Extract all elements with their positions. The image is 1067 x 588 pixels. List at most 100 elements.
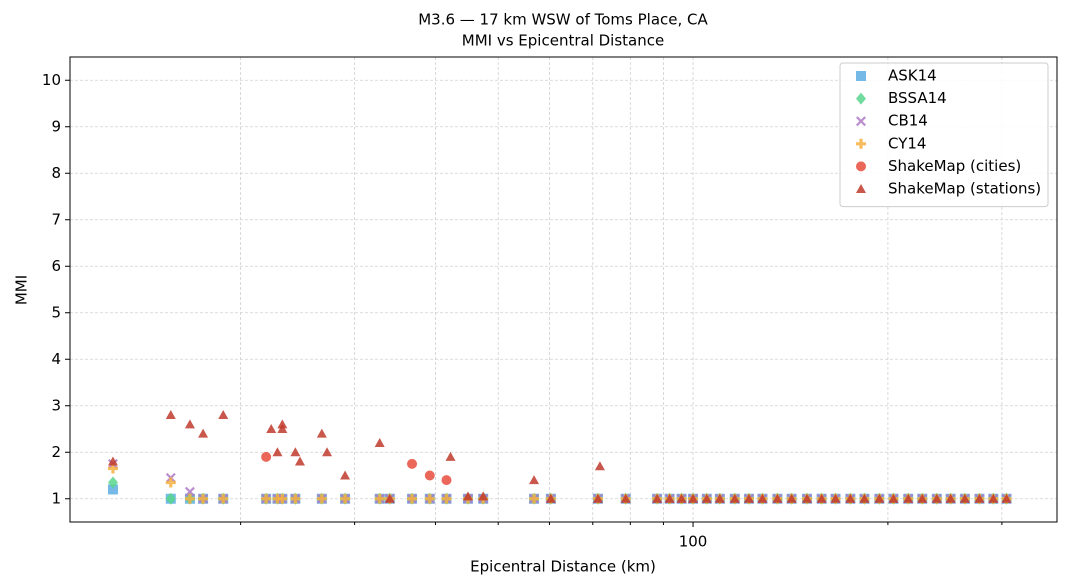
point [322, 447, 333, 457]
point [218, 493, 229, 504]
legend-marker [856, 161, 866, 172]
point [261, 451, 272, 462]
legend-marker [856, 71, 866, 81]
point [107, 484, 118, 495]
point [931, 493, 942, 503]
point [374, 493, 385, 504]
point [165, 477, 176, 488]
point [184, 419, 195, 429]
legend: ASK14 BSSA14 CB14 CY14 ShakeMap (cities) Shak… [839, 62, 1049, 208]
y-axis-label: MMI [13, 275, 31, 305]
point [441, 475, 452, 486]
y-tick-label: 2 [51, 443, 61, 461]
point [652, 493, 663, 503]
point [888, 493, 899, 503]
point [743, 493, 754, 503]
point [290, 447, 301, 457]
point [594, 461, 605, 471]
point [340, 470, 351, 480]
point [959, 493, 970, 503]
point [478, 491, 489, 501]
point [445, 451, 456, 461]
legend-label: BSSA14 [888, 89, 947, 107]
point [529, 475, 540, 485]
point [407, 493, 418, 504]
point [845, 493, 856, 503]
point [830, 493, 841, 503]
plot-frame [69, 56, 1058, 523]
point [272, 447, 283, 457]
point [165, 492, 176, 505]
point [218, 410, 229, 420]
point [786, 493, 797, 503]
legend-box [839, 62, 1049, 208]
point [277, 419, 288, 429]
point [198, 493, 209, 504]
point [988, 493, 999, 503]
x-axis-label: Epicentral Distance (km) [470, 558, 656, 576]
y-tick-label: 8 [51, 164, 61, 182]
y-tick-label: 7 [51, 210, 61, 228]
chart-subtitle: MMI vs Epicentral Distance [462, 32, 664, 50]
point [772, 493, 783, 503]
y-tick-label: 9 [51, 117, 61, 135]
point [407, 458, 418, 469]
point [816, 493, 827, 503]
point [545, 493, 556, 503]
point [316, 428, 327, 438]
point [859, 493, 870, 503]
point [874, 493, 885, 503]
point [592, 493, 603, 503]
y-tick-label: 10 [42, 71, 61, 89]
point [266, 424, 277, 433]
point [340, 493, 351, 504]
point [1001, 493, 1012, 503]
y-tick-label: 6 [51, 257, 61, 275]
point [462, 491, 473, 501]
point [384, 493, 395, 503]
point [441, 493, 452, 504]
point [198, 428, 209, 438]
y-tick-label: 1 [51, 489, 61, 507]
point [107, 463, 118, 474]
point [316, 493, 327, 504]
point [277, 493, 288, 504]
point [729, 493, 740, 503]
point [917, 493, 928, 503]
point [165, 410, 176, 420]
point [688, 493, 699, 503]
point [701, 493, 712, 503]
point [261, 493, 272, 504]
legend-marker [856, 138, 866, 149]
point [529, 493, 540, 504]
point [424, 470, 435, 481]
legend-label: ShakeMap (stations) [888, 180, 1041, 198]
legend-label: CY14 [888, 134, 926, 152]
y-tick-label: 3 [51, 396, 61, 414]
y-tick-label: 4 [51, 350, 61, 368]
point [184, 486, 195, 497]
point [757, 493, 768, 503]
point [802, 493, 813, 503]
point [945, 493, 956, 503]
legend-label: ShakeMap (cities) [888, 157, 1021, 175]
chart-title: M3.6 — 17 km WSW of Toms Place, CA [418, 11, 708, 29]
legend-label: CB14 [888, 112, 928, 130]
point [107, 456, 118, 466]
legend-label: ASK14 [888, 67, 937, 85]
point [184, 493, 195, 504]
point [374, 437, 385, 447]
point [294, 456, 305, 466]
point [290, 493, 301, 504]
point [676, 493, 687, 503]
points-layer [107, 410, 1012, 505]
point [903, 493, 914, 503]
point [974, 493, 985, 503]
point [620, 493, 631, 503]
legend-marker [856, 92, 866, 105]
point [424, 493, 435, 504]
legend-marker [856, 116, 866, 127]
point [714, 493, 725, 503]
y-tick-label: 5 [51, 303, 61, 321]
